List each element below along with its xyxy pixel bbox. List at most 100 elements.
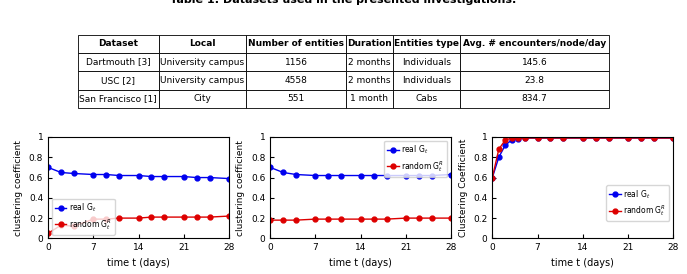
real G$_t$ — [70, 172, 78, 175]
random G$_t^R$ — [546, 136, 554, 140]
Line: real G$_t$: real G$_t$ — [490, 136, 676, 180]
random G$_t^R$ — [311, 218, 319, 221]
random G$_t^R$ — [292, 218, 300, 222]
random G$_t^R$ — [102, 218, 111, 221]
random G$_t^R$ — [578, 136, 587, 140]
random G$_t^R$ — [508, 136, 516, 140]
random G$_t^R$ — [70, 225, 78, 228]
Legend: real G$_t$, random G$_t^R$: real G$_t$, random G$_t^R$ — [384, 141, 447, 177]
random G$_t^R$ — [650, 136, 658, 140]
X-axis label: time t (days): time t (days) — [107, 258, 170, 268]
Line: random G$_t^R$: random G$_t^R$ — [45, 214, 232, 236]
real G$_t$ — [44, 166, 52, 169]
random G$_t^R$ — [488, 176, 497, 179]
random G$_t^R$ — [205, 215, 214, 219]
real G$_t$ — [89, 173, 98, 176]
real G$_t$ — [605, 136, 613, 140]
real G$_t$ — [650, 136, 658, 140]
random G$_t^R$ — [44, 232, 52, 235]
real G$_t$ — [669, 136, 677, 140]
real G$_t$ — [624, 136, 632, 140]
Legend: real G$_t$, random G$_t^R$: real G$_t$, random G$_t^R$ — [52, 199, 115, 235]
real G$_t$ — [447, 173, 455, 176]
Line: random G$_t^R$: random G$_t^R$ — [268, 216, 453, 222]
real G$_t$ — [559, 136, 567, 140]
random G$_t^R$ — [447, 216, 455, 220]
real G$_t$ — [357, 174, 365, 177]
real G$_t$ — [578, 136, 587, 140]
random G$_t^R$ — [383, 218, 391, 221]
real G$_t$ — [192, 176, 201, 179]
Line: random G$_t^R$: random G$_t^R$ — [490, 136, 676, 180]
random G$_t^R$ — [266, 218, 274, 222]
random G$_t^R$ — [160, 215, 168, 219]
real G$_t$ — [179, 175, 188, 178]
random G$_t^R$ — [521, 136, 529, 140]
random G$_t^R$ — [192, 215, 201, 219]
random G$_t^R$ — [605, 136, 613, 140]
real G$_t$ — [521, 136, 529, 140]
random G$_t^R$ — [501, 138, 509, 142]
random G$_t^R$ — [337, 218, 346, 221]
Y-axis label: clustering coefficient: clustering coefficient — [14, 140, 23, 236]
real G$_t$ — [383, 174, 391, 177]
random G$_t^R$ — [115, 216, 123, 220]
real G$_t$ — [135, 174, 143, 177]
random G$_t^R$ — [592, 136, 600, 140]
random G$_t^R$ — [89, 218, 98, 221]
real G$_t$ — [495, 156, 503, 159]
real G$_t$ — [427, 174, 436, 177]
Line: real G$_t$: real G$_t$ — [45, 165, 232, 181]
real G$_t$ — [415, 174, 423, 177]
real G$_t$ — [57, 171, 65, 174]
random G$_t^R$ — [179, 215, 188, 219]
random G$_t^R$ — [533, 136, 541, 140]
random G$_t^R$ — [357, 218, 365, 221]
random G$_t^R$ — [225, 215, 233, 218]
random G$_t^R$ — [370, 218, 378, 221]
Legend: real G$_t$, random G$_t^R$: real G$_t$, random G$_t^R$ — [607, 185, 669, 221]
random G$_t^R$ — [637, 136, 645, 140]
real G$_t$ — [225, 177, 233, 180]
random G$_t^R$ — [514, 136, 522, 140]
real G$_t$ — [370, 174, 378, 177]
Text: Table 1: Datasets used in the presented investigations.: Table 1: Datasets used in the presented … — [170, 0, 517, 5]
random G$_t^R$ — [279, 218, 287, 222]
random G$_t^R$ — [324, 218, 333, 221]
real G$_t$ — [266, 166, 274, 169]
random G$_t^R$ — [427, 216, 436, 220]
real G$_t$ — [292, 173, 300, 176]
real G$_t$ — [160, 175, 168, 178]
random G$_t^R$ — [495, 147, 503, 151]
X-axis label: time t (days): time t (days) — [329, 258, 392, 268]
real G$_t$ — [637, 136, 645, 140]
real G$_t$ — [402, 174, 410, 177]
Y-axis label: Clustering Coefficient: Clustering Coefficient — [458, 138, 468, 237]
random G$_t^R$ — [559, 136, 567, 140]
real G$_t$ — [533, 136, 541, 140]
random G$_t^R$ — [415, 216, 423, 220]
random G$_t^R$ — [624, 136, 632, 140]
real G$_t$ — [147, 175, 155, 178]
real G$_t$ — [501, 144, 509, 147]
random G$_t^R$ — [669, 136, 677, 140]
real G$_t$ — [102, 173, 111, 176]
real G$_t$ — [546, 136, 554, 140]
random G$_t^R$ — [402, 216, 410, 220]
random G$_t^R$ — [57, 224, 65, 227]
real G$_t$ — [488, 176, 497, 179]
real G$_t$ — [205, 176, 214, 179]
Y-axis label: clustering coefficient: clustering coefficient — [236, 140, 245, 236]
real G$_t$ — [592, 136, 600, 140]
real G$_t$ — [508, 138, 516, 142]
real G$_t$ — [324, 174, 333, 177]
real G$_t$ — [514, 137, 522, 140]
random G$_t^R$ — [135, 216, 143, 220]
Line: real G$_t$: real G$_t$ — [268, 165, 453, 178]
real G$_t$ — [279, 171, 287, 174]
X-axis label: time t (days): time t (days) — [552, 258, 614, 268]
real G$_t$ — [311, 174, 319, 177]
real G$_t$ — [115, 174, 123, 177]
real G$_t$ — [337, 174, 346, 177]
random G$_t^R$ — [147, 215, 155, 219]
